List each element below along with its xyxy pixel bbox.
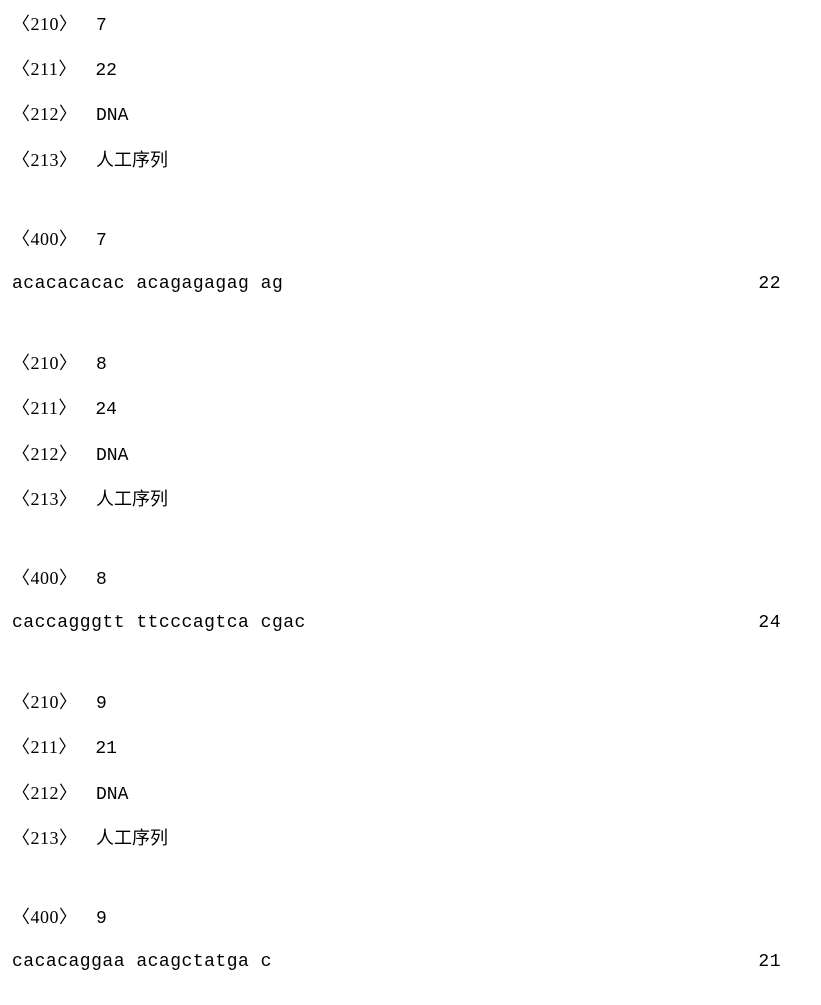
field-211: 〈211〉 22 [12,57,801,84]
tag-213-value: 人工序列 [96,828,168,848]
tag-212-label: 〈212〉 [12,444,78,464]
tag-400-value: 8 [96,570,107,590]
field-212: 〈212〉 DNA [12,102,801,129]
tag-213-label: 〈213〉 [12,828,78,848]
tag-210-value: 9 [96,694,107,714]
field-400: 〈400〉 9 [12,905,801,932]
tag-211-value: 22 [95,61,117,81]
field-210: 〈210〉 9 [12,690,801,717]
tag-211-label: 〈211〉 [12,59,77,79]
spacer [12,315,801,351]
field-211: 〈211〉 21 [12,735,801,762]
tag-210-value: 8 [96,355,107,375]
field-213: 〈213〉 人工序列 [12,826,801,851]
sequence-text: acacacacac acagagagag ag [12,272,283,297]
tag-212-label: 〈212〉 [12,783,78,803]
field-210: 〈210〉 7 [12,12,801,39]
tag-212-value: DNA [96,106,128,126]
tag-211-value: 24 [95,400,117,420]
tag-400-value: 9 [96,909,107,929]
sequence-line: cacacaggaa acagctatga c 21 [12,950,801,975]
field-213: 〈213〉 人工序列 [12,487,801,512]
tag-400-label: 〈400〉 [12,907,78,927]
sequence-text: caccagggtt ttcccagtca cgac [12,611,306,636]
sequence-length: 21 [758,950,801,975]
field-400: 〈400〉 7 [12,227,801,254]
spacer [12,654,801,690]
field-210: 〈210〉 8 [12,351,801,378]
sequence-line: acacacacac acagagagag ag 22 [12,272,801,297]
tag-400-label: 〈400〉 [12,229,78,249]
sequence-line: caccagggtt ttcccagtca cgac 24 [12,611,801,636]
tag-213-label: 〈213〉 [12,150,78,170]
spacer [12,191,801,227]
field-400: 〈400〉 8 [12,566,801,593]
tag-400-value: 7 [96,231,107,251]
tag-213-value: 人工序列 [96,489,168,509]
tag-210-label: 〈210〉 [12,353,78,373]
tag-212-value: DNA [96,785,128,805]
tag-400-label: 〈400〉 [12,568,78,588]
spacer [12,530,801,566]
tag-213-value: 人工序列 [96,150,168,170]
tag-210-label: 〈210〉 [12,14,78,34]
tag-211-value: 21 [95,739,117,759]
spacer [12,869,801,905]
tag-210-label: 〈210〉 [12,692,78,712]
tag-210-value: 7 [96,16,107,36]
tag-212-value: DNA [96,446,128,466]
field-212: 〈212〉 DNA [12,442,801,469]
sequence-text: cacacaggaa acagctatga c [12,950,272,975]
field-213: 〈213〉 人工序列 [12,148,801,173]
sequence-length: 24 [758,611,801,636]
sequence-length: 22 [758,272,801,297]
tag-211-label: 〈211〉 [12,737,77,757]
tag-211-label: 〈211〉 [12,398,77,418]
field-211: 〈211〉 24 [12,396,801,423]
tag-212-label: 〈212〉 [12,104,78,124]
tag-213-label: 〈213〉 [12,489,78,509]
field-212: 〈212〉 DNA [12,781,801,808]
